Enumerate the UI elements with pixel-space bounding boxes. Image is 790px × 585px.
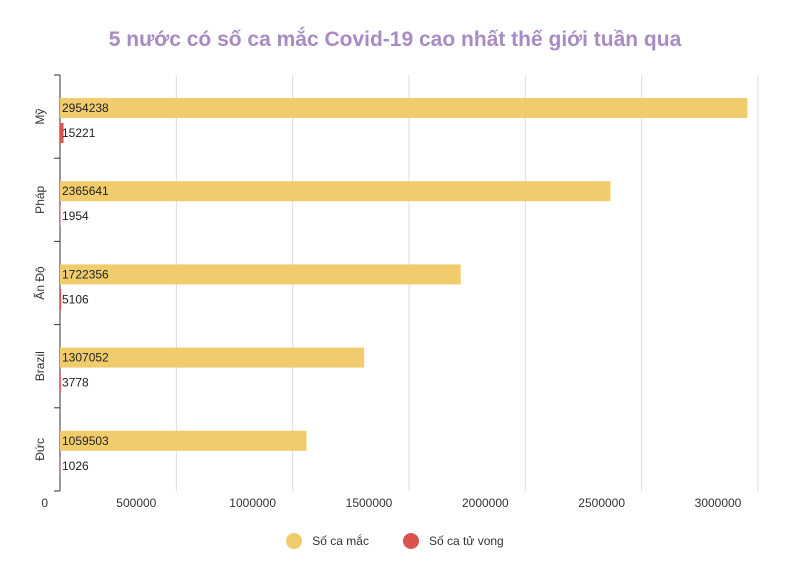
data-label-0-1: 2365641 <box>62 184 109 198</box>
data-label-1-0: 15221 <box>62 126 96 140</box>
bar-1-0 <box>60 123 64 143</box>
category-label-1: Pháp <box>33 185 47 213</box>
x-tick-label-0: 0 <box>41 496 48 510</box>
category-label-4: Đức <box>33 438 47 461</box>
legend-item-cases[interactable]: Số ca mắc <box>286 533 369 549</box>
legend-swatch-cases <box>286 533 303 549</box>
bar-1-3 <box>60 372 61 393</box>
category-label-2: Ấn Độ <box>32 266 47 300</box>
bar-0-2 <box>60 264 461 285</box>
x-tick-label-5: 2500000 <box>578 496 625 510</box>
category-label-0: Mỹ <box>33 109 47 125</box>
bar-1-2 <box>60 289 62 310</box>
x-tick-label-3: 1500000 <box>346 496 393 510</box>
legend-item-deaths[interactable]: Số ca tử vong <box>402 533 504 549</box>
data-label-0-4: 1059503 <box>62 434 109 448</box>
x-tick-label-6: 3000000 <box>695 496 742 510</box>
bar-0-1 <box>60 181 611 202</box>
x-tick-label-4: 2000000 <box>462 496 509 510</box>
data-label-1-4: 1026 <box>62 459 89 473</box>
data-label-1-2: 5106 <box>62 292 89 306</box>
x-tick-label-1: 500000 <box>116 496 156 510</box>
data-label-1-1: 1954 <box>62 209 89 223</box>
chart-title: 5 nước có số ca mắc Covid-19 cao nhất th… <box>108 28 682 51</box>
data-label-0-0: 2954238 <box>62 101 109 115</box>
bar-0-4 <box>60 430 307 451</box>
data-label-0-2: 1722356 <box>62 267 109 281</box>
legend-label-deaths: Số ca tử vong <box>428 534 504 548</box>
x-tick-label-2: 1000000 <box>229 496 276 510</box>
bar-0-3 <box>60 347 365 368</box>
legend-label-cases: Số ca mắc <box>312 534 369 548</box>
legend-swatch-deaths <box>402 533 419 549</box>
bar-0-0 <box>60 98 748 118</box>
data-label-1-3: 3778 <box>62 376 89 390</box>
category-label-3: Brazil <box>33 351 47 381</box>
chart-legend: Số ca mắc Số ca tử vong <box>0 533 790 549</box>
data-label-0-3: 1307052 <box>62 351 109 365</box>
